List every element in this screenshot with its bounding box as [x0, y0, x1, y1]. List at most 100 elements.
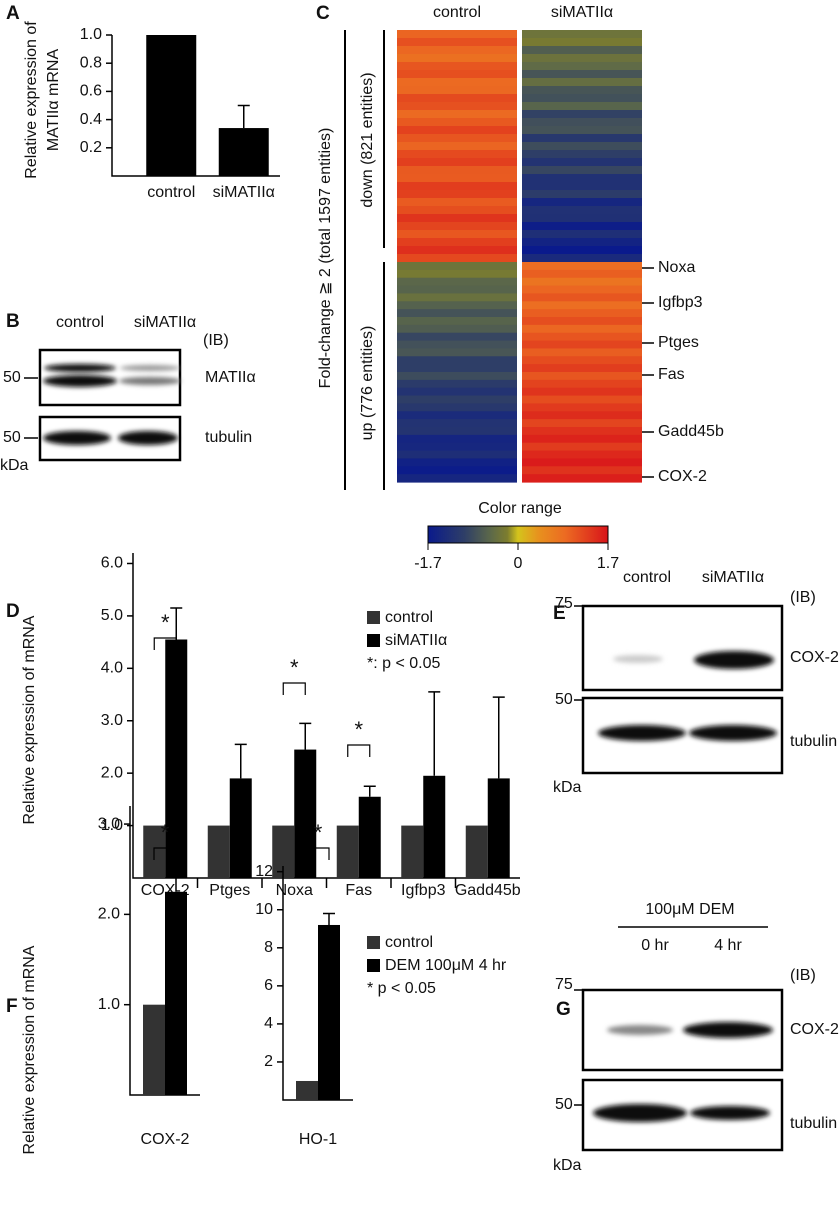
- heatmap-row: [397, 230, 517, 239]
- row-label: tubulin: [205, 429, 252, 446]
- heatmap-row: [522, 411, 642, 420]
- heatmap-row: [522, 419, 642, 428]
- band: [598, 725, 686, 741]
- heatmap-row: [522, 395, 642, 405]
- ib-tag: (IB): [790, 967, 816, 984]
- panel-letters: A B C D E F G: [6, 3, 571, 1020]
- band: [607, 1025, 673, 1035]
- heatmap-row: [522, 102, 642, 111]
- heatmap-row: [397, 110, 517, 119]
- heatmap-row: [397, 238, 517, 247]
- lane-label: 0 hr: [641, 937, 669, 954]
- bar-chart: 1.0 2.0 3.0 4.0 5.0 6.0 Relative expression of…: [21, 553, 521, 899]
- panel-letter: D: [6, 601, 20, 622]
- heatmap-row: [397, 450, 517, 460]
- heatmap-row: [397, 458, 517, 467]
- panel-letter: E: [553, 603, 566, 624]
- heatmap-row: [522, 94, 642, 103]
- band: [593, 1104, 687, 1122]
- heatmap-row: [522, 30, 642, 39]
- error-bar: [363, 785, 376, 797]
- y-tick-label: 6.0: [101, 555, 123, 572]
- heatmap-row: [522, 126, 642, 135]
- row-label: MATIIα: [205, 369, 256, 386]
- legend-note: *: p < 0.05: [367, 655, 440, 672]
- heatmap-row: [397, 102, 517, 111]
- legend-label: control: [385, 609, 433, 626]
- legend-swatch: [367, 936, 380, 949]
- heatmap-row: [397, 142, 517, 151]
- unit: kDa: [0, 457, 29, 474]
- colorbar: [427, 525, 609, 544]
- lane-label: control: [56, 314, 104, 331]
- blot-b: control siMATIIα (IB) MATIIα tubulin 50 …: [0, 314, 256, 474]
- heatmap-row: [522, 182, 642, 191]
- significance-bracket: [153, 637, 177, 650]
- lane-label: siMATIIα: [134, 314, 196, 331]
- legend-note: * p < 0.05: [367, 980, 436, 997]
- legend-swatch: [367, 634, 380, 647]
- heatmap-row: [522, 348, 642, 357]
- heatmap-row: [397, 246, 517, 255]
- heatmap-row: [397, 214, 517, 223]
- heatmap-row: [397, 190, 517, 199]
- marker: 50: [3, 429, 21, 446]
- heatmap-row: [397, 206, 517, 215]
- legend-swatch: [367, 959, 380, 972]
- marker: 50: [555, 691, 573, 708]
- heatmap-row: [522, 150, 642, 159]
- y-tick-label: 1.0: [80, 26, 102, 43]
- significance-bracket: [282, 682, 306, 695]
- band: [43, 375, 117, 387]
- heatmap-row: [522, 427, 642, 436]
- heatmap-labels: control siMATIIα Fold-change ≧ 2 (total …: [317, 4, 613, 544]
- y-tick-label: 4: [264, 1015, 273, 1032]
- blot-g: 100μM DEM 0 hr 4 hr (IB) COX-2 tubulin 7…: [553, 901, 839, 1174]
- heatmap-row: [522, 387, 642, 397]
- heatmap-row: [522, 222, 642, 231]
- heatmap-row: [397, 30, 517, 39]
- heatmap-row: [522, 324, 642, 334]
- heatmap-row: [397, 277, 517, 287]
- y-tick-label: 1.0: [98, 996, 120, 1013]
- y-tick-label: 3.0: [101, 712, 123, 729]
- heatmap-row: [522, 372, 642, 381]
- heatmap-row: [522, 110, 642, 119]
- bar: [229, 778, 252, 878]
- panel-letter: B: [6, 311, 20, 332]
- bar: [165, 639, 188, 878]
- x-tick-label: Gadd45b: [455, 882, 521, 899]
- heatmap-row: [397, 474, 517, 483]
- significance-label: *: [314, 820, 323, 845]
- colorbar-tick-label: 0: [514, 555, 523, 572]
- y-tick-label: 0.8: [80, 54, 102, 71]
- bar: [296, 1080, 318, 1100]
- error-bar: [492, 696, 505, 779]
- error-bar: [323, 912, 335, 925]
- colorbar-tick-label: 1.7: [597, 555, 619, 572]
- heatmap-row: [397, 86, 517, 95]
- bar-chart: 2 4 6 8 10 12 HO-1 * control DEM 100μM 4 hr * p < …: [255, 820, 507, 1148]
- heatmap-row: [397, 285, 517, 295]
- heatmap-row: [397, 387, 517, 397]
- bar: [318, 924, 340, 1100]
- column-label: siMATIIα: [551, 4, 613, 21]
- x-tick-label: Noxa: [276, 882, 313, 899]
- marker: 75: [555, 976, 573, 993]
- heatmap-row: [522, 317, 642, 326]
- heatmap-row: [522, 70, 642, 79]
- blot-e: control siMATIIα (IB) COX-2 tubulin 75 5…: [553, 569, 839, 796]
- bar: [143, 1004, 165, 1095]
- y-tick-label: 4.0: [101, 660, 123, 677]
- heatmap-row: [522, 364, 642, 373]
- band: [694, 651, 774, 669]
- y-tick-label: 6: [264, 977, 273, 994]
- significance-label: *: [290, 655, 299, 680]
- heatmap-row: [522, 230, 642, 239]
- error-bar: [170, 607, 183, 640]
- heatmap-row: [522, 466, 642, 475]
- heatmap-row: [397, 317, 517, 326]
- group-label: down (821 entities): [359, 72, 376, 207]
- unit: kDa: [553, 1157, 582, 1174]
- y-tick-label: 8: [264, 939, 273, 956]
